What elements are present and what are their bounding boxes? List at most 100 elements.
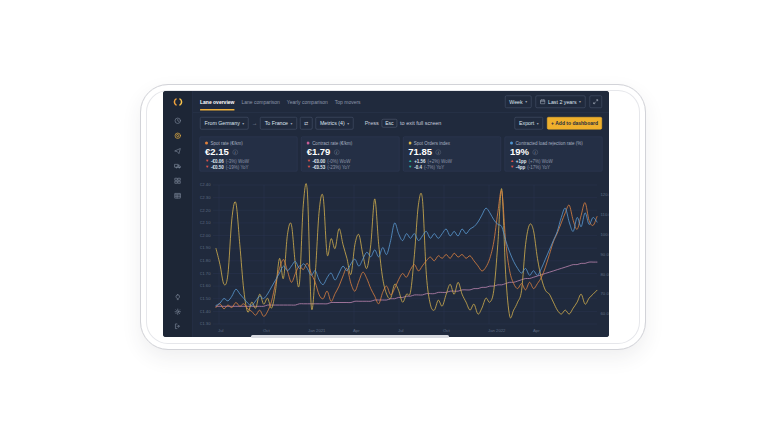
svg-text:€1.90: €1.90 bbox=[200, 245, 211, 250]
calendar-icon bbox=[540, 99, 546, 105]
down-triangle-icon: ▼ bbox=[307, 165, 311, 169]
main-area: Lane overview Lane comparison Yearly compa… bbox=[193, 91, 609, 337]
metric-change: ▼-0.4(-7%) YoY bbox=[408, 165, 495, 170]
tab-top-movers[interactable]: Top movers bbox=[335, 91, 361, 113]
svg-text:€2.20: €2.20 bbox=[200, 208, 211, 213]
metric-change: ▲+1.56(+2%) WoW bbox=[408, 159, 495, 164]
svg-text:80.0: 80.0 bbox=[601, 272, 610, 277]
metric-label: Spot Orders index bbox=[408, 141, 495, 146]
export-button[interactable]: Export▾ bbox=[515, 117, 544, 130]
down-triangle-icon: ▼ bbox=[510, 165, 514, 169]
scrollbar[interactable] bbox=[251, 335, 449, 338]
metric-card: Contract rate (€/km)€1.79i▼-€0.00(-0%) W… bbox=[301, 137, 399, 172]
data-table-icon[interactable] bbox=[174, 192, 182, 200]
svg-text:Apr: Apr bbox=[353, 328, 360, 333]
from-lane-select[interactable]: From Germany▾ bbox=[200, 117, 249, 130]
svg-text:€2.00: €2.00 bbox=[200, 233, 211, 238]
svg-text:€1.70: €1.70 bbox=[200, 271, 211, 276]
metrics-select[interactable]: Metrics (4)▾ bbox=[315, 117, 353, 130]
chevron-down-icon: ▾ bbox=[537, 121, 539, 126]
svg-text:€1.40: €1.40 bbox=[200, 309, 211, 314]
tab-lane-comparison[interactable]: Lane comparison bbox=[241, 91, 279, 113]
metric-label: Contracted load rejection rate (%) bbox=[510, 141, 597, 146]
metric-change: ▲+1pp(+7%) WoW bbox=[510, 159, 597, 164]
tab-yearly-comparison[interactable]: Yearly comparison bbox=[287, 91, 328, 113]
settings-gear-icon[interactable] bbox=[174, 308, 182, 316]
down-triangle-icon: ▼ bbox=[307, 159, 311, 163]
info-icon[interactable]: i bbox=[334, 149, 340, 155]
metric-cards-row: Spot rate (€/km)€2.15i▼-€0.06(-3%) WoW▼-… bbox=[193, 133, 609, 176]
svg-text:Oct: Oct bbox=[263, 328, 270, 333]
lane-arrow-icon: → bbox=[252, 120, 258, 126]
swap-lanes-button[interactable]: ⇄ bbox=[300, 117, 313, 130]
series-color-dot bbox=[307, 142, 310, 145]
chevron-down-icon: ▾ bbox=[579, 100, 581, 105]
svg-text:Jan 2022: Jan 2022 bbox=[488, 328, 506, 333]
insights-bulb-icon[interactable] bbox=[174, 294, 182, 302]
svg-text:120.0: 120.0 bbox=[601, 192, 610, 197]
app-logo[interactable] bbox=[173, 97, 183, 109]
date-range-button[interactable]: Last 2 years▾ bbox=[536, 96, 586, 109]
up-triangle-icon: ▲ bbox=[510, 159, 514, 163]
metric-value: 19%i bbox=[510, 147, 597, 158]
swap-icon: ⇄ bbox=[304, 120, 308, 126]
tablet-device: Lane overview Lane comparison Yearly compa… bbox=[140, 84, 646, 350]
tab-lane-overview[interactable]: Lane overview bbox=[200, 91, 234, 113]
series-color-dot bbox=[205, 142, 208, 145]
info-icon[interactable]: i bbox=[436, 149, 442, 155]
svg-text:Jul: Jul bbox=[218, 328, 223, 333]
fullscreen-toggle-button[interactable] bbox=[590, 96, 603, 109]
info-icon[interactable]: i bbox=[532, 149, 538, 155]
svg-text:Jan 2021: Jan 2021 bbox=[308, 328, 326, 333]
to-lane-select[interactable]: To France▾ bbox=[260, 117, 297, 130]
svg-text:€1.60: €1.60 bbox=[200, 283, 211, 288]
chevron-down-icon: ▾ bbox=[347, 121, 349, 126]
expand-icon bbox=[593, 99, 599, 105]
svg-text:€2.10: €2.10 bbox=[200, 220, 211, 225]
svg-text:100.0: 100.0 bbox=[601, 232, 610, 237]
metric-change: ▼-€0.00(-0%) WoW bbox=[307, 159, 394, 164]
info-icon[interactable]: i bbox=[232, 149, 238, 155]
metric-card: Spot Orders index71.85i▲+1.56(+2%) WoW▼-… bbox=[403, 137, 501, 172]
logout-icon[interactable] bbox=[174, 323, 182, 331]
metric-card: Spot rate (€/km)€2.15i▼-€0.06(-3%) WoW▼-… bbox=[200, 137, 298, 172]
metric-value: €1.79i bbox=[307, 147, 394, 158]
svg-text:€1.80: €1.80 bbox=[200, 258, 211, 263]
chevron-down-icon: ▾ bbox=[525, 100, 527, 105]
metric-label: Spot rate (€/km) bbox=[205, 141, 292, 146]
filter-toolbar: From Germany▾ → To France▾ ⇄ Metrics (4)… bbox=[193, 113, 609, 133]
svg-text:60.0: 60.0 bbox=[601, 311, 610, 316]
chevron-down-icon: ▾ bbox=[291, 121, 293, 126]
svg-text:70.0: 70.0 bbox=[601, 291, 610, 296]
series-color-dot bbox=[408, 142, 411, 145]
apps-grid-icon[interactable] bbox=[174, 177, 182, 185]
esc-keycap: Esc bbox=[382, 119, 397, 128]
svg-text:110.0: 110.0 bbox=[601, 212, 610, 217]
dashboard-screen: Lane overview Lane comparison Yearly compa… bbox=[163, 91, 609, 337]
sidebar bbox=[163, 91, 193, 337]
week-granularity-button[interactable]: Week▾ bbox=[505, 96, 532, 109]
metric-value: €2.15i bbox=[205, 147, 292, 158]
svg-text:€1.30: €1.30 bbox=[200, 321, 211, 326]
history-icon[interactable] bbox=[174, 117, 182, 125]
metric-label: Contract rate (€/km) bbox=[307, 141, 394, 146]
svg-text:Oct: Oct bbox=[443, 328, 450, 333]
down-triangle-icon: ▼ bbox=[205, 165, 209, 169]
metric-card: Contracted load rejection rate (%)19%i▲+… bbox=[504, 137, 602, 172]
metric-change: ▼-4pp(-17%) YoY bbox=[510, 165, 597, 170]
svg-text:Jul: Jul bbox=[398, 328, 403, 333]
truck-icon[interactable] bbox=[174, 162, 182, 170]
svg-text:€1.50: €1.50 bbox=[200, 296, 211, 301]
svg-text:€2.40: €2.40 bbox=[200, 182, 211, 187]
add-to-dashboard-button[interactable]: + Add to dashboard bbox=[547, 117, 602, 130]
down-triangle-icon: ▼ bbox=[408, 165, 412, 169]
svg-text:€2.30: €2.30 bbox=[200, 195, 211, 200]
fullscreen-exit-hint: Press Esc to exit full screen bbox=[365, 119, 442, 128]
metric-change: ▼-€0.53(-23%) YoY bbox=[307, 165, 394, 170]
send-icon[interactable] bbox=[174, 147, 182, 155]
series-color-dot bbox=[510, 142, 513, 145]
market-insights-icon[interactable] bbox=[174, 132, 182, 140]
chevron-down-icon: ▾ bbox=[242, 121, 244, 126]
metric-change: ▼-€0.50(-19%) YoY bbox=[205, 165, 292, 170]
up-triangle-icon: ▲ bbox=[408, 159, 412, 163]
